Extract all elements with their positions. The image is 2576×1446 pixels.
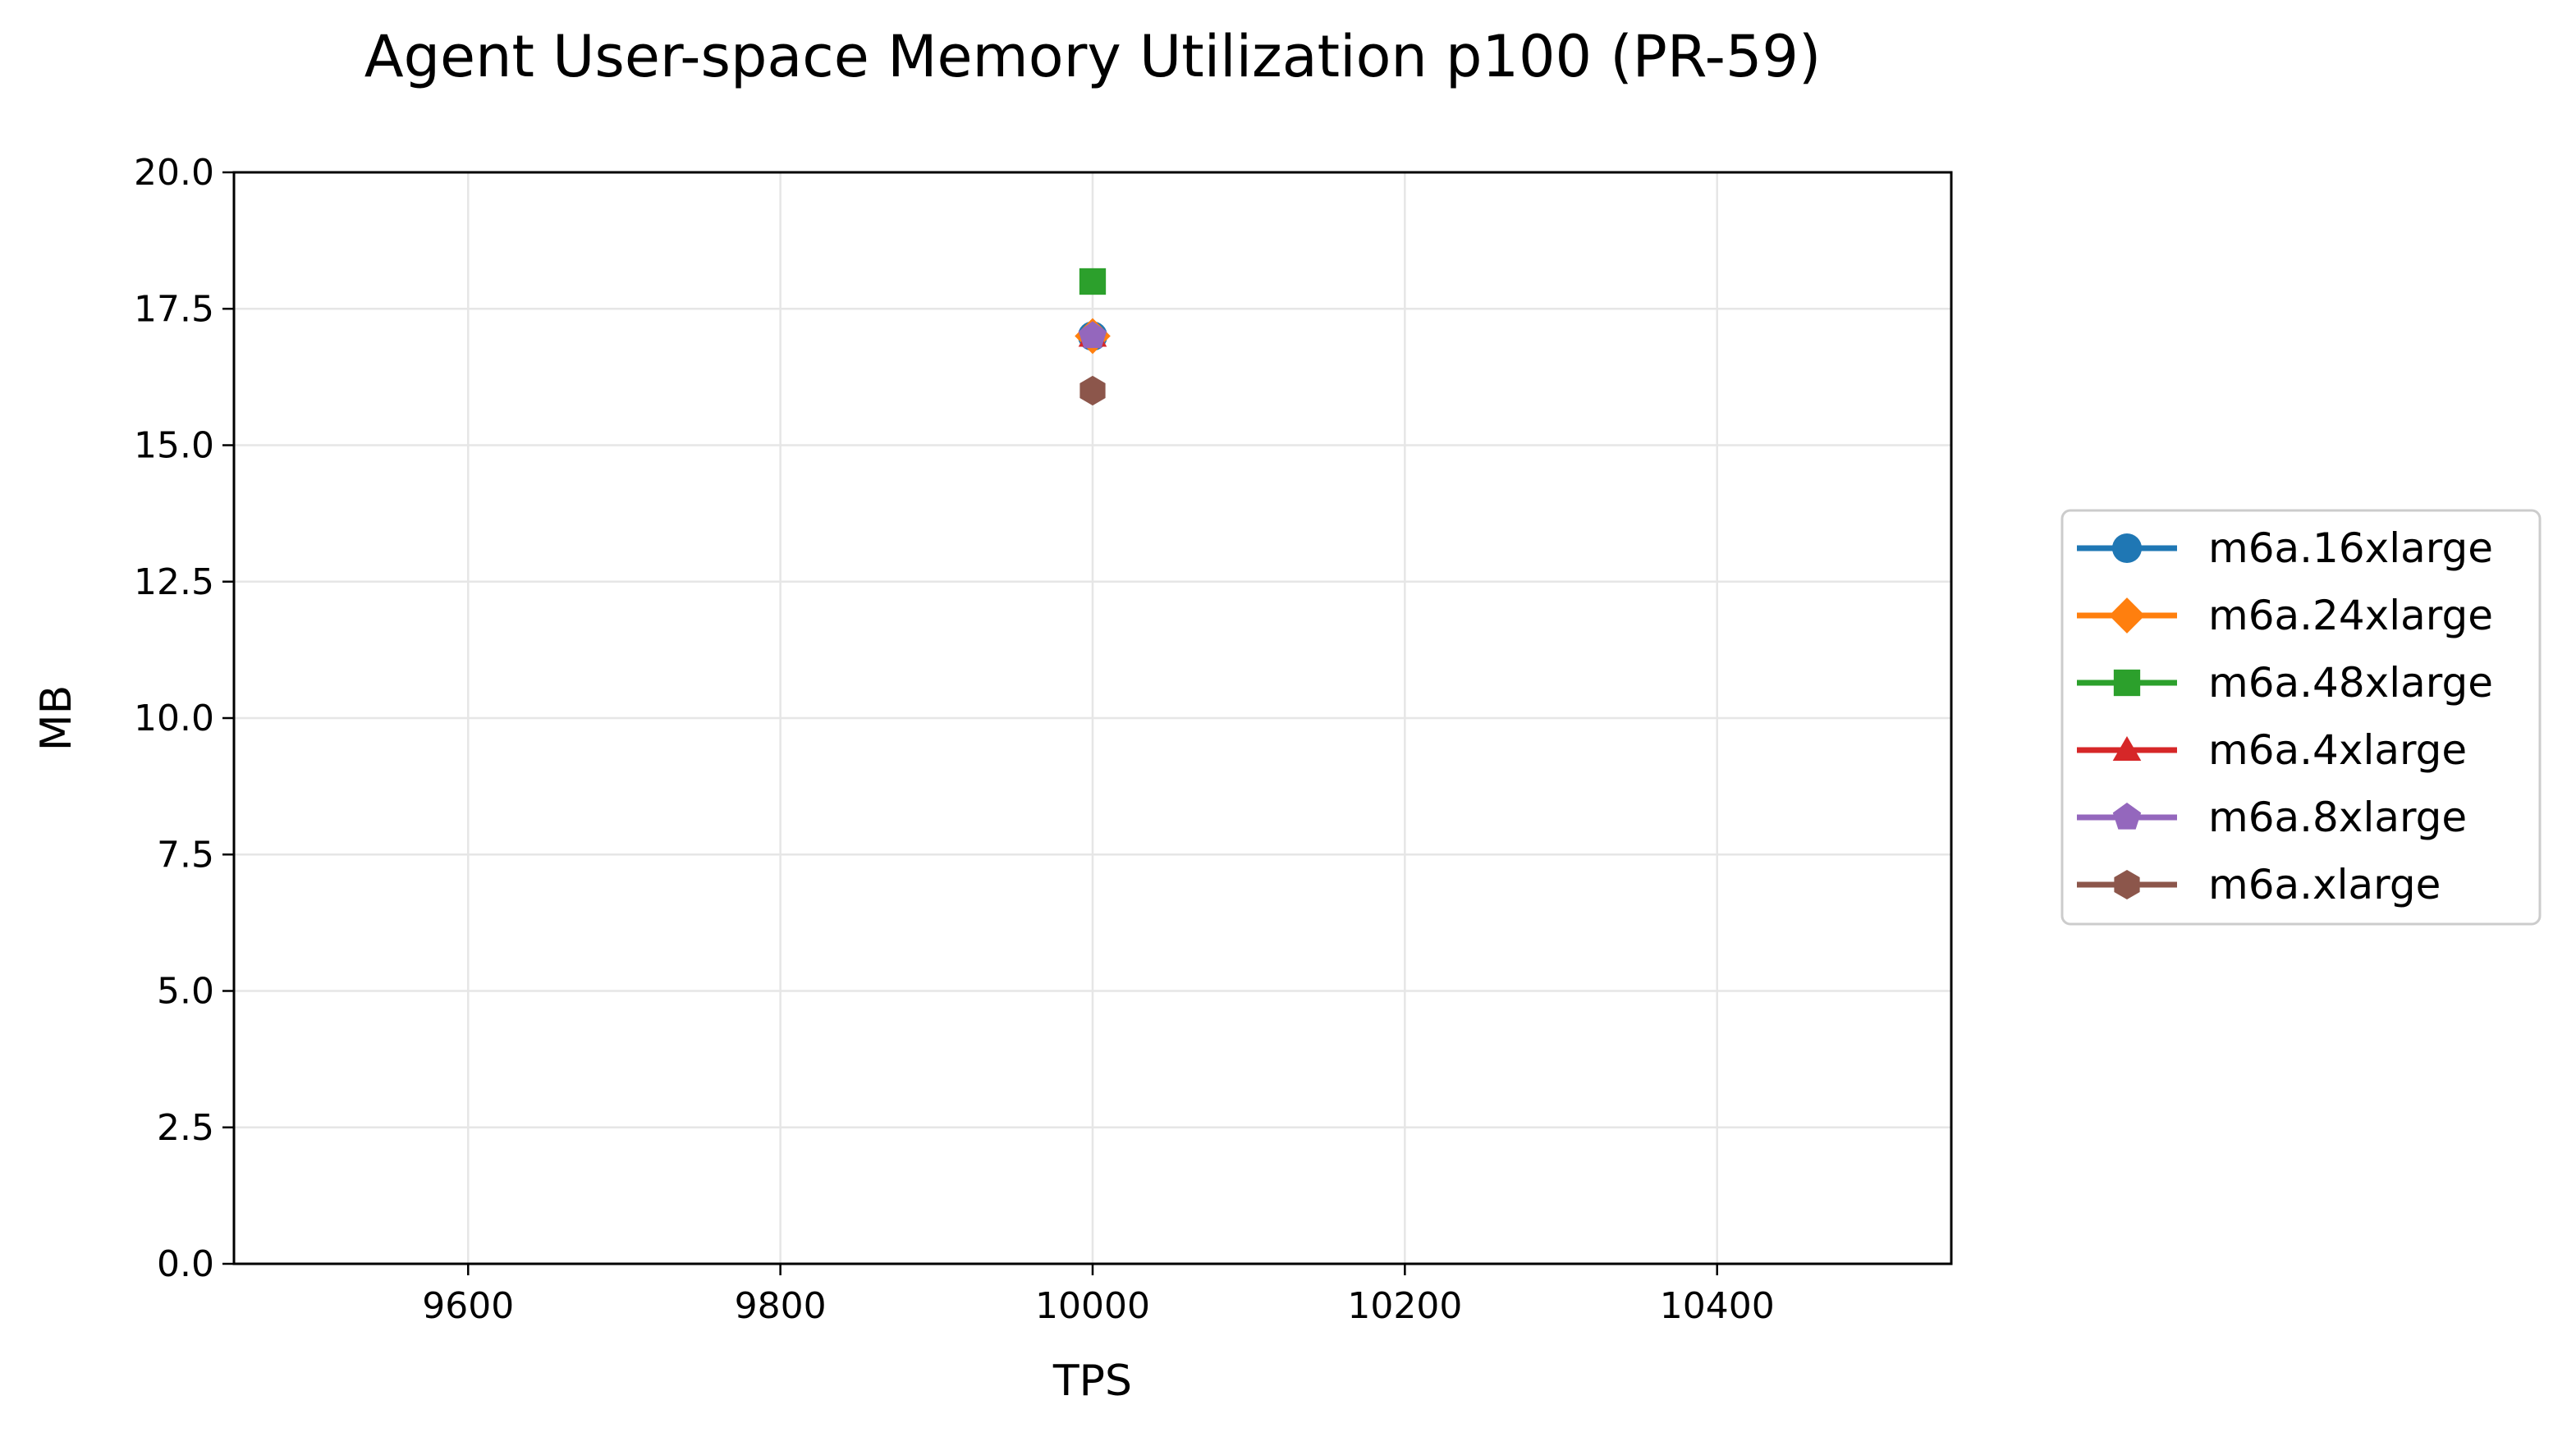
legend-item-m6a.24xlarge: m6a.24xlarge — [2077, 592, 2493, 639]
legend-item-m6a.48xlarge: m6a.48xlarge — [2077, 659, 2493, 707]
legend-marker — [2113, 669, 2141, 697]
legend-item-m6a.4xlarge: m6a.4xlarge — [2077, 726, 2467, 774]
y-tick-label: 2.5 — [157, 1107, 214, 1149]
legend-label: m6a.xlarge — [2208, 861, 2441, 908]
x-tick-label: 10000 — [1035, 1285, 1150, 1327]
legend-marker — [2112, 736, 2142, 761]
x-tick-label: 9600 — [422, 1285, 514, 1327]
legend-box — [2060, 509, 2542, 926]
legend-marker — [2114, 870, 2140, 899]
y-tick-label: 0.0 — [157, 1243, 214, 1285]
chart-title: Agent User-space Memory Utilization p100… — [364, 23, 1822, 90]
legend-label: m6a.24xlarge — [2208, 592, 2493, 639]
legend-label: m6a.48xlarge — [2208, 659, 2493, 707]
x-tick-label: 10400 — [1660, 1285, 1775, 1327]
y-tick-label: 17.5 — [134, 288, 214, 330]
y-tick-label: 7.5 — [157, 834, 214, 876]
legend: m6a.16xlarge m6a.24xlarge m6a.48xlarge m6a.… — [2060, 509, 2542, 926]
y-tick-label: 12.5 — [134, 561, 214, 603]
x-axis-label: TPS — [1052, 1357, 1132, 1406]
plot-frame — [232, 171, 1953, 1265]
x-tick-label: 9800 — [735, 1285, 827, 1327]
legend-label: m6a.8xlarge — [2208, 794, 2467, 841]
legend-label: m6a.16xlarge — [2208, 524, 2493, 572]
legend-item-m6a.xlarge: m6a.xlarge — [2077, 861, 2441, 908]
data-point-m6a.xlarge — [1079, 375, 1106, 406]
legend-item-m6a.16xlarge: m6a.16xlarge — [2077, 524, 2493, 572]
tick-layer: 9600 9800 10000 10200 10400 0.0 2.5 5.0 7.5 10.0 1… — [134, 152, 1775, 1327]
legend-marker — [2112, 803, 2142, 830]
legend-marker — [2109, 597, 2145, 634]
x-tick-label: 10200 — [1347, 1285, 1462, 1327]
y-tick-label: 20.0 — [134, 152, 214, 194]
y-tick-label: 10.0 — [134, 698, 214, 739]
legend-marker — [2111, 533, 2143, 564]
data-point-m6a.8xlarge — [1078, 321, 1107, 349]
marker-layer — [1075, 268, 1111, 406]
y-tick-label: 5.0 — [157, 971, 214, 1013]
legend-item-m6a.8xlarge: m6a.8xlarge — [2077, 794, 2467, 841]
y-tick-label: 15.0 — [134, 425, 214, 467]
y-axis-label: MB — [32, 685, 81, 752]
legend-label: m6a.4xlarge — [2208, 726, 2467, 774]
data-point-m6a.48xlarge — [1079, 268, 1107, 295]
